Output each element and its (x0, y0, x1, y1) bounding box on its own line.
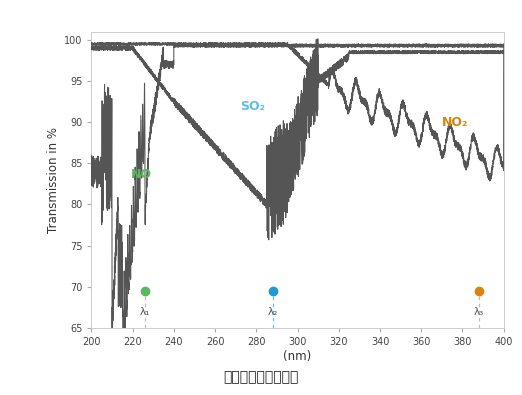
Text: λ₃: λ₃ (474, 307, 484, 317)
Text: λ₁: λ₁ (140, 307, 150, 317)
Text: SO₂: SO₂ (240, 100, 265, 113)
X-axis label: (nm): (nm) (283, 350, 312, 363)
Text: λ₂: λ₂ (268, 307, 278, 317)
Text: 图三：紫外吸收光谱: 图三：紫外吸收光谱 (223, 370, 299, 384)
Y-axis label: Transmission in %: Transmission in % (47, 127, 60, 233)
Text: NO: NO (130, 168, 151, 181)
Text: NO₂: NO₂ (442, 116, 468, 129)
